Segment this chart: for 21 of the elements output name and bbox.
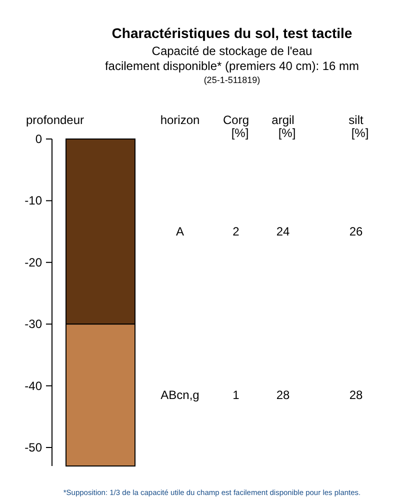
text: 1 — [232, 388, 240, 402]
y-tick-label: -40 — [24, 378, 42, 393]
text: ABcn,g — [160, 388, 200, 402]
text: 2 — [232, 224, 240, 239]
text: argil [%] — [272, 113, 296, 140]
text: horizon — [160, 113, 200, 127]
y-axis-title: profondeur — [26, 113, 84, 127]
text: 26 — [349, 224, 363, 239]
text: 28 — [276, 388, 290, 402]
y-tick-label: 0 — [35, 132, 42, 146]
y-tick-label: -50 — [24, 440, 42, 454]
y-tick-label: -20 — [24, 255, 42, 270]
text: silt [%] — [348, 113, 369, 140]
text: Capacité de stockage de l'eau facilement disponible* (premiers 40 cm): 16 mm (25-1-511819) — [104, 44, 360, 85]
text: Charactéristiques du sol, test tactile — [112, 25, 352, 41]
y-tick-label: -30 — [24, 317, 42, 332]
text: 24 — [276, 224, 290, 239]
text: A — [176, 224, 184, 239]
y-tick-label: -10 — [24, 194, 42, 208]
text: Corg [%] — [222, 113, 250, 140]
text: 28 — [349, 388, 363, 402]
